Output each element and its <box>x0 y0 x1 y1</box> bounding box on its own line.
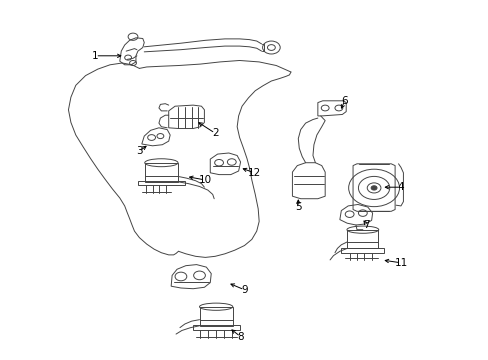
Text: 11: 11 <box>393 258 407 268</box>
Text: 10: 10 <box>199 175 211 185</box>
Text: 1: 1 <box>92 51 99 61</box>
Text: 4: 4 <box>397 182 404 192</box>
Text: 2: 2 <box>211 128 218 138</box>
Text: 12: 12 <box>247 168 261 178</box>
Circle shape <box>370 186 376 190</box>
Text: 7: 7 <box>363 220 369 230</box>
Text: 6: 6 <box>341 96 347 106</box>
Text: 3: 3 <box>136 146 142 156</box>
Text: 8: 8 <box>237 332 244 342</box>
Text: 9: 9 <box>241 285 247 295</box>
Text: 5: 5 <box>294 202 301 212</box>
